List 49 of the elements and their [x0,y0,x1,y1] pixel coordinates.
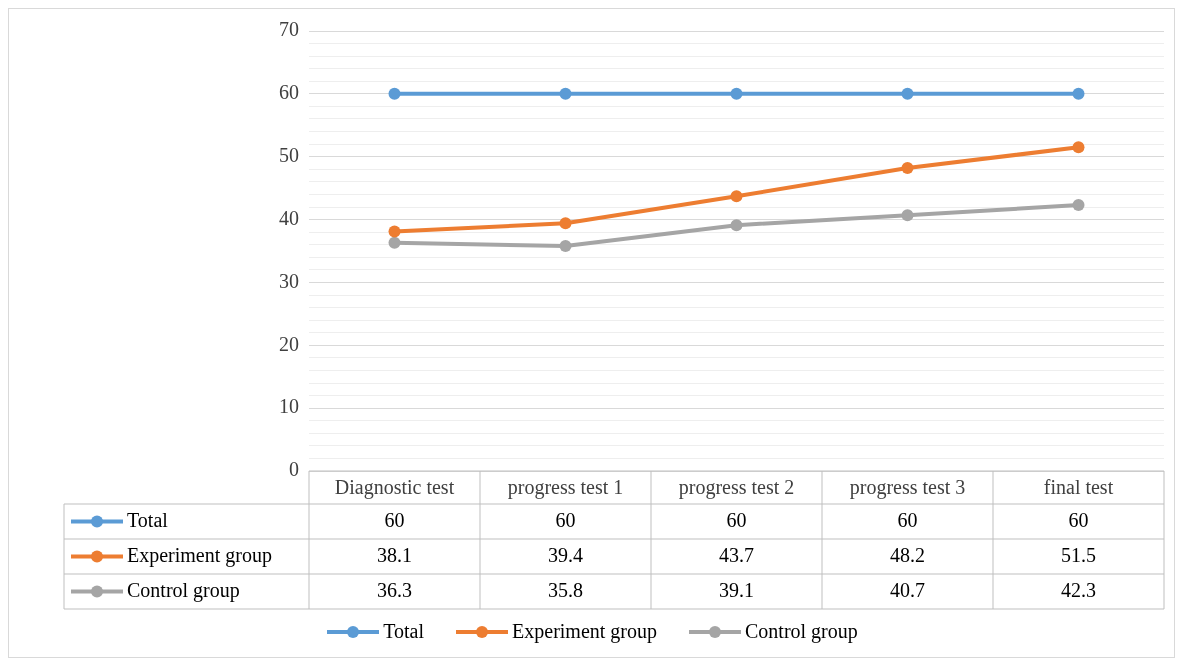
point [388,236,401,249]
data-label: 48.2 [890,543,925,566]
y-tick-label: 50 [279,143,299,166]
data-label: 43.7 [719,543,754,566]
data-label: 40.7 [890,578,925,601]
point [559,87,572,100]
x-tick-label: progress test 1 [507,476,624,500]
point [1072,199,1085,212]
y-tick-label: 20 [279,332,299,355]
y-tick-label: 60 [279,81,299,104]
data-label: 36.3 [377,578,412,601]
y-tick-label: 30 [279,269,299,292]
data-label: 39.1 [719,578,754,601]
point [730,219,743,232]
data-label: 51.5 [1061,543,1096,566]
y-tick-label: 10 [279,395,299,418]
data-label: 60 [555,508,576,531]
data-label: 35.8 [548,578,583,601]
point [901,162,914,175]
data-label: 60 [726,508,747,531]
data-label: 60 [897,508,918,531]
x-tick-label: final test [1043,476,1114,499]
point [388,225,401,238]
data-label: 60 [1068,508,1089,531]
text: Experiment group [512,620,657,642]
x-tick-label: progress test 3 [849,476,966,500]
legend-label: Control group [127,578,240,602]
data-label: 38.1 [377,543,412,566]
legend-label: Experiment group [127,543,272,567]
x-tick-label: progress test 2 [678,476,795,500]
data-label: 60 [384,508,405,531]
y-tick-label: 0 [289,458,299,481]
legend-label: Total [127,508,169,531]
y-tick-label: 40 [279,206,299,229]
text: Total [383,620,425,642]
y-tick-label: 70 [279,18,299,41]
text: Control group [745,620,858,642]
data-label: 42.3 [1061,578,1096,601]
point [730,190,743,203]
point [1072,87,1085,100]
point [730,87,743,100]
point [901,209,914,222]
point [559,239,572,252]
x-tick-label: Diagnostic test [334,476,455,500]
data-label: 39.4 [548,543,583,566]
point [901,87,914,100]
point [388,87,401,100]
point [1072,141,1085,154]
point [559,217,572,230]
